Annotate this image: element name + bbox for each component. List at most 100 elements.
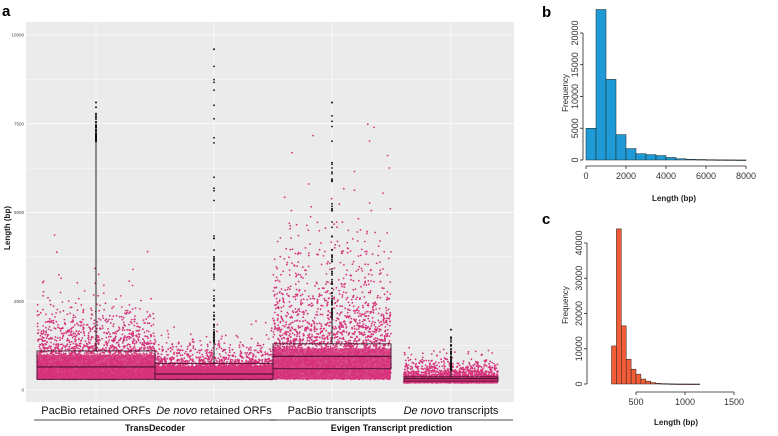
a-point	[198, 356, 200, 359]
a-point	[133, 339, 136, 341]
a-point	[85, 344, 88, 347]
a-point	[93, 319, 96, 322]
a-point	[104, 319, 107, 322]
a-point	[233, 351, 236, 354]
a-point	[42, 345, 45, 347]
a-point	[149, 351, 151, 354]
a-point	[103, 284, 105, 287]
a-point	[133, 345, 136, 347]
a-point	[62, 352, 65, 355]
a-point	[63, 332, 66, 335]
a-point	[50, 345, 53, 348]
a-point	[52, 305, 55, 308]
a-point	[79, 342, 82, 345]
a-point	[127, 343, 130, 346]
a-point	[77, 324, 80, 326]
a-point	[45, 337, 48, 339]
a-point	[68, 330, 70, 333]
a-point	[90, 352, 93, 355]
a-point	[57, 326, 59, 329]
a-point	[179, 354, 182, 356]
a-point	[69, 312, 72, 315]
a-point	[64, 352, 67, 355]
a-point	[116, 330, 119, 333]
a-point	[101, 351, 104, 354]
a-point	[126, 347, 129, 349]
a-point	[101, 324, 104, 327]
a-point	[74, 348, 76, 350]
a-point	[87, 332, 90, 334]
a-point	[143, 331, 146, 334]
a-point	[87, 353, 90, 355]
a-point	[47, 296, 49, 299]
a-point	[147, 322, 149, 325]
a-point	[93, 330, 96, 333]
a-point	[103, 344, 106, 347]
a-point	[52, 319, 55, 322]
a-point	[66, 338, 69, 340]
a-point	[114, 339, 116, 341]
a-point	[60, 343, 62, 346]
a-point	[70, 330, 73, 333]
a-point	[111, 307, 113, 310]
a-point	[135, 340, 138, 343]
a-point	[152, 323, 155, 326]
a-point	[126, 311, 128, 314]
a-point	[98, 309, 101, 312]
a-point	[115, 347, 118, 350]
a-point	[54, 348, 57, 350]
a-point	[103, 331, 105, 334]
a-point	[102, 317, 105, 319]
a-point	[39, 311, 42, 314]
a-point	[75, 334, 78, 337]
a-point	[112, 348, 115, 351]
a-point	[111, 318, 113, 321]
a-point	[149, 345, 152, 348]
a-point	[153, 347, 155, 350]
a-point	[256, 344, 259, 347]
a-point	[231, 348, 234, 351]
a-point	[137, 330, 140, 332]
a-point	[109, 333, 111, 336]
a-point	[132, 334, 135, 337]
a-point	[90, 336, 93, 339]
a-point	[38, 345, 41, 348]
a-point	[228, 346, 231, 349]
a-point	[173, 351, 175, 354]
a-point	[78, 347, 80, 350]
a-point	[107, 331, 110, 334]
a-point	[109, 345, 112, 347]
a-point	[52, 322, 55, 325]
a-point	[44, 339, 47, 342]
a-point	[99, 304, 101, 307]
a-point	[111, 339, 113, 342]
a-point	[124, 345, 127, 348]
a-point	[147, 337, 150, 340]
a-point	[72, 326, 75, 328]
a-point	[54, 316, 56, 318]
a-point	[132, 338, 135, 340]
a-point	[109, 351, 112, 354]
a-point	[145, 318, 148, 320]
a-point	[150, 342, 153, 345]
a-point	[123, 336, 126, 339]
a-point	[78, 330, 80, 332]
a-point	[132, 332, 134, 335]
a-point	[97, 335, 100, 337]
a-point	[62, 309, 65, 312]
a-point	[50, 341, 52, 344]
a-point	[107, 341, 110, 343]
a-point	[96, 353, 99, 356]
a-point	[99, 339, 101, 342]
a-point	[142, 338, 144, 341]
a-point	[93, 345, 96, 347]
a-point	[53, 234, 56, 237]
a-point	[61, 337, 64, 340]
a-point	[69, 306, 72, 309]
a-point	[42, 329, 45, 332]
a-point	[122, 316, 125, 319]
a-point	[130, 333, 133, 336]
a-point	[99, 319, 102, 321]
a-point	[96, 303, 98, 306]
